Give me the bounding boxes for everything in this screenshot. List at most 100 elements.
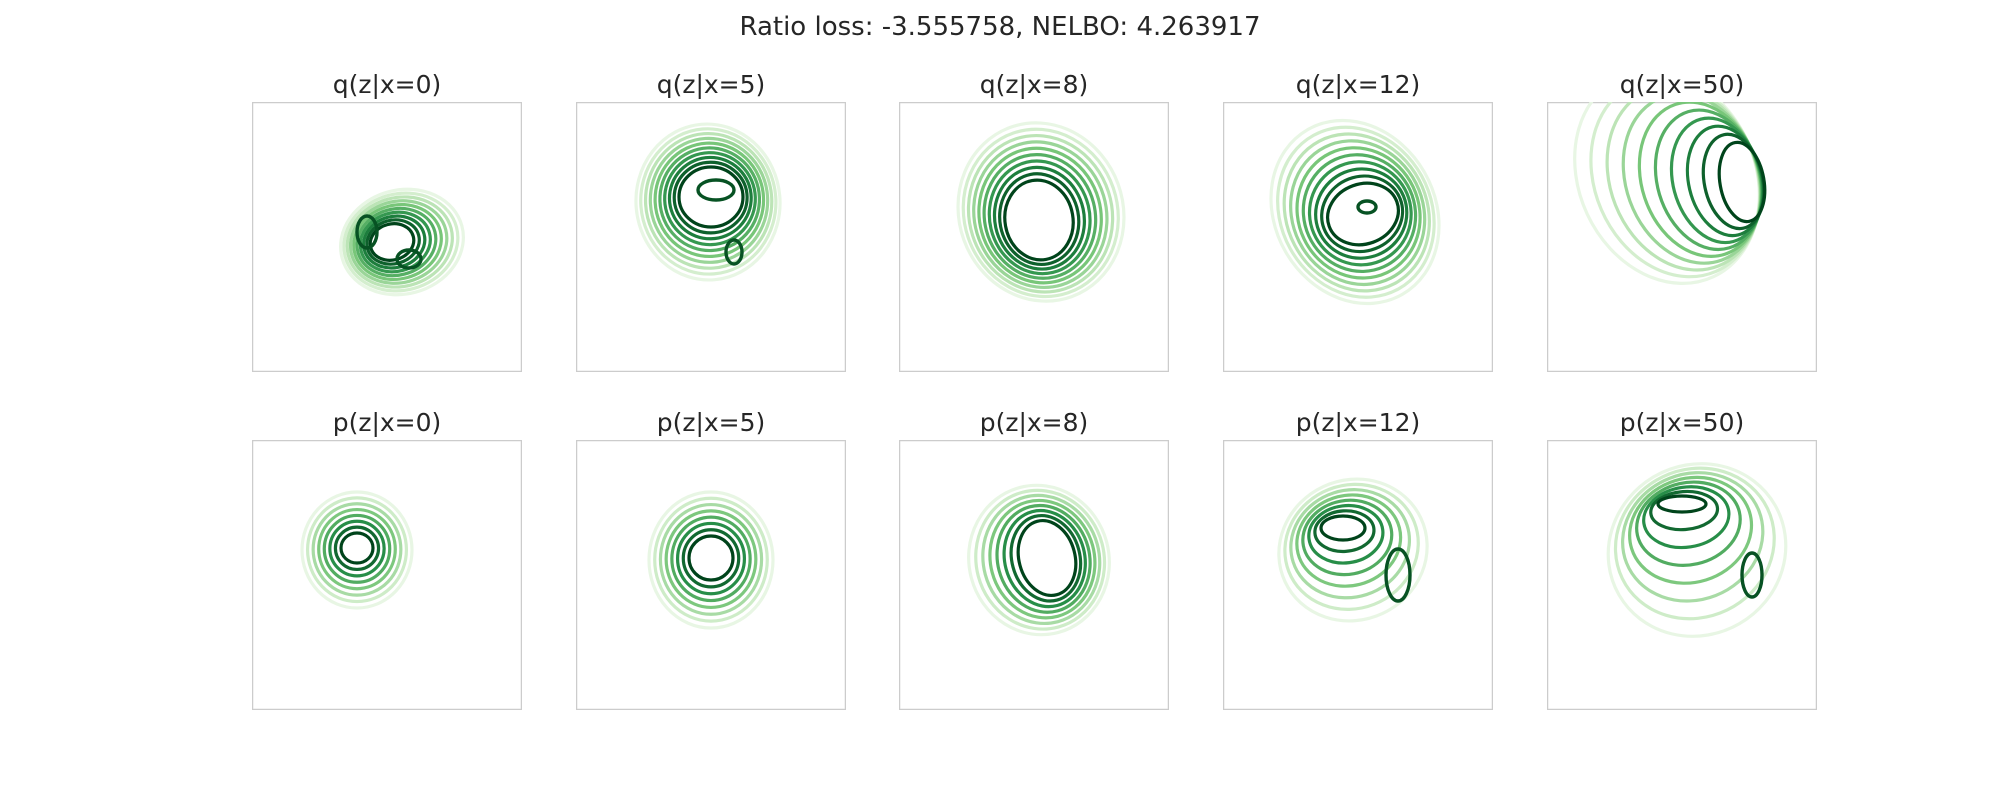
contour-level-8 [672,160,749,235]
contour-level-4 [977,146,1103,285]
panel-p-2: p(z|x=8) [899,408,1169,710]
contour-level-3 [988,498,1097,620]
contour-level-5 [1642,485,1731,550]
contour-level-4 [352,202,443,282]
contour-plot [576,440,846,710]
contour-level-6 [987,159,1092,276]
panel-p-3: p(z|x=12) [1223,408,1493,710]
contour-plot [252,440,522,710]
contour-plot [1223,102,1493,372]
contour-level-1 [639,127,778,276]
contour-peak-0 [1384,547,1412,603]
contour-level-4 [653,141,766,259]
contour-level-1 [305,496,409,604]
contour-level-5 [658,146,762,253]
contour-level-0 [634,122,782,282]
axes-frame [576,440,846,710]
contour-level-4 [995,503,1092,614]
contour-level-3 [1289,139,1427,287]
contour-level-2 [1289,488,1412,600]
axes-frame [1547,440,1817,710]
contour-level-2 [658,502,764,616]
contour-level-4 [670,515,752,603]
contour-level-7 [1314,167,1409,260]
contour-level-0 [339,187,465,297]
contour-level-7 [339,531,375,565]
contour-level-2 [1282,132,1431,293]
contour-level-7 [1016,518,1078,598]
contour-level-4 [322,513,392,584]
panel-p-4: p(z|x=50) [1547,408,1817,710]
contour-level-1 [1276,125,1436,299]
contour-level-3 [664,509,758,610]
contour-level-3 [348,199,449,285]
contour-level-5 [1002,508,1087,609]
figure-title: Ratio loss: -3.555758, NELBO: 4.263917 [739,12,1261,42]
contour-level-7 [1319,514,1367,542]
contour-plot [899,102,1169,372]
contour-level-0 [647,490,775,630]
contour-level-4 [1635,480,1742,567]
contour-plot [1547,440,1817,710]
contour-level-2 [643,131,774,270]
contour-level-5 [355,206,438,278]
panel-title: q(z|x=5) [656,70,766,99]
axes-frame [1223,440,1493,710]
contour-level-1 [1283,482,1420,611]
contour-level-5 [675,521,747,596]
axes-frame [1223,102,1493,372]
contour-level-3 [972,140,1109,290]
contour-level-6 [333,525,381,572]
contour-level-6 [1307,160,1413,267]
contour-level-6 [358,210,432,274]
contour-level-6 [1649,489,1720,532]
contour-peak-0 [724,238,744,266]
panel-q-0: q(z|x=0) [252,70,522,372]
panel-q-2: q(z|x=8) [899,70,1169,372]
panel-title: p(z|x=50) [1619,408,1745,437]
contour-level-2 [345,195,454,289]
contour-level-1 [1613,466,1776,621]
contour-plot [252,102,522,372]
contour-peak-1 [355,214,379,250]
axes-frame [252,102,522,372]
contour-level-5 [1307,503,1385,565]
contour-level-0 [1277,477,1429,623]
contour-peak-0 [1740,551,1764,599]
contour-level-0 [1606,462,1788,638]
panel-title: q(z|x=8) [979,70,1089,99]
panel-title: p(z|x=5) [656,408,766,437]
contour-level-3 [648,136,770,264]
contour-level-1 [653,496,769,623]
contour-level-0 [300,490,414,610]
axes-frame [1547,102,1817,372]
contour-level-3 [1628,475,1754,585]
contour-level-9 [1326,181,1400,247]
contour-level-0 [1269,118,1441,306]
contour-level-2 [981,493,1102,626]
contour-level-6 [1009,513,1083,603]
panel-title: q(z|x=0) [332,70,442,99]
contour-plot [1547,102,1817,372]
panel-p-1: p(z|x=5) [576,408,846,710]
contour-peak-0 [395,248,423,270]
contour-level-3 [317,507,397,591]
contour-level-8 [998,172,1081,267]
panel-title: p(z|x=0) [332,408,442,437]
contour-level-5 [982,153,1098,280]
contour-level-1 [974,488,1107,631]
contour-level-7 [687,534,735,582]
contour-level-7 [1656,494,1708,514]
contour-level-3 [1295,493,1403,588]
panel-q-1: q(z|x=5) [576,70,846,372]
contour-peak-0 [1356,199,1378,215]
contour-level-2 [311,502,403,597]
contour-plot [899,440,1169,710]
contour-level-1 [342,191,460,293]
contour-level-9 [1003,178,1075,262]
contour-level-5 [328,519,386,578]
panel-title: q(z|x=50) [1619,70,1745,99]
contour-level-7 [992,165,1087,271]
panel-title: p(z|x=12) [1295,408,1421,437]
